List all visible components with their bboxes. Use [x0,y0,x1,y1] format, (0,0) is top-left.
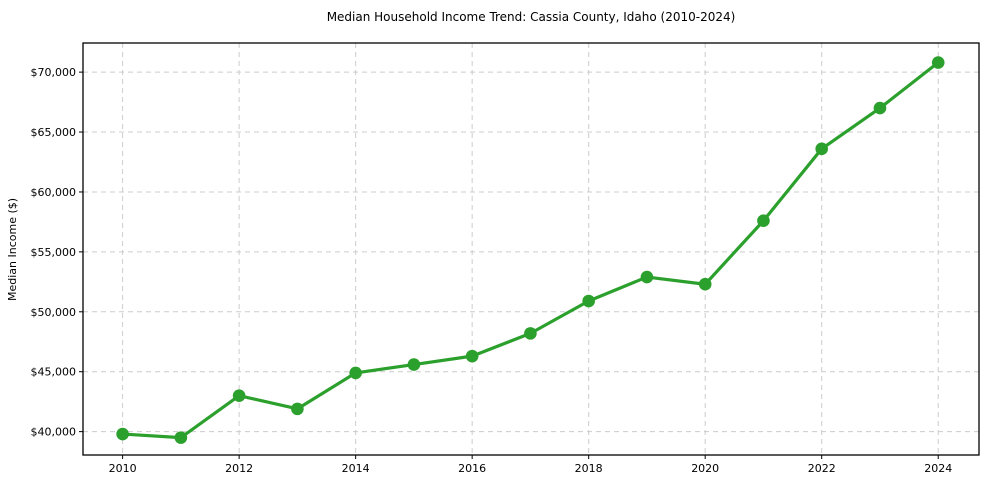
chart-title: Median Household Income Trend: Cassia Co… [326,10,736,24]
data-point-2016 [465,349,479,363]
data-point-2014 [349,366,362,380]
data-point-2018 [582,294,595,308]
y-tick-label: $70,000 [31,66,77,79]
data-point-2013 [291,402,304,416]
y-tick-label: $55,000 [31,246,77,259]
x-tick-label: 2022 [808,462,836,475]
x-tick-label: 2020 [691,462,719,475]
x-tick-label: 2012 [225,462,253,475]
x-tick-label: 2018 [575,462,603,475]
data-point-2019 [640,270,654,284]
data-point-2023 [873,101,887,115]
axes-frame [82,42,980,456]
y-tick-label: $45,000 [31,366,77,379]
y-tick-label: $50,000 [31,306,77,319]
y-tick-label: $60,000 [31,186,77,199]
y-tick-label: $40,000 [31,426,77,439]
data-point-2011 [174,431,188,444]
data-point-2010 [116,427,129,441]
x-tick-label: 2024 [924,462,952,475]
data-point-2024 [931,56,945,69]
data-point-2012 [232,389,246,402]
data-point-2021 [757,214,770,228]
x-tick-label: 2014 [342,462,370,475]
data-point-2022 [815,142,829,156]
data-point-2017 [524,327,537,340]
data-point-2015 [407,358,421,371]
y-tick-label: $65,000 [31,126,77,139]
plot-area-background [83,43,979,455]
x-tick-label: 2016 [458,462,486,475]
x-tick-label: 2010 [109,462,137,475]
data-point-2020 [698,277,712,291]
